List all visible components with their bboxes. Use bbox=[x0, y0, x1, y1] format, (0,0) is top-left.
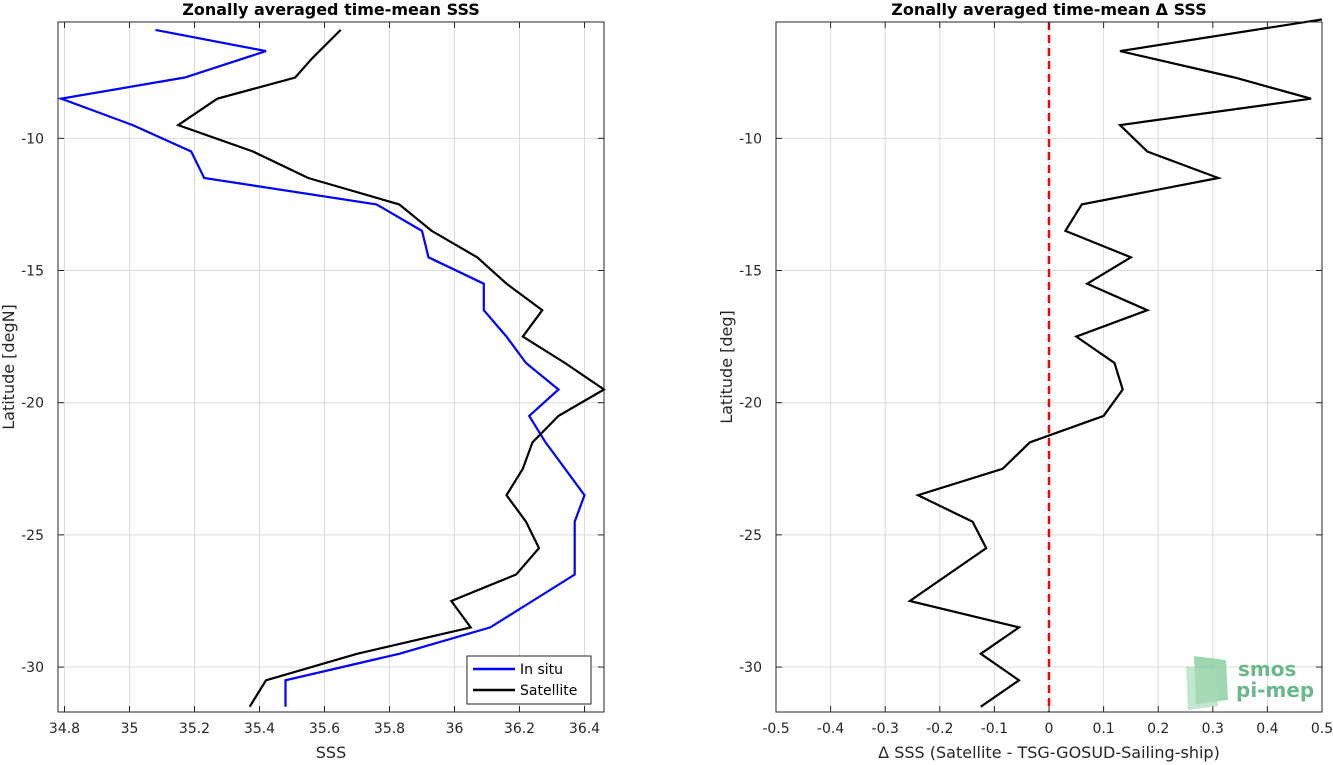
x-tick-label: 0.3 bbox=[1202, 721, 1224, 737]
x-tick-label: 0.4 bbox=[1256, 721, 1278, 737]
chart-title: Zonally averaged time-mean SSS bbox=[182, 0, 480, 19]
y-tick-label: -15 bbox=[739, 264, 762, 280]
x-tick-label: 35 bbox=[121, 721, 139, 737]
logo-text-line2: pi-mep bbox=[1236, 678, 1314, 702]
series-group bbox=[56, 28, 607, 708]
x-axis-label: SSS bbox=[316, 743, 346, 762]
x-tick-label: 0 bbox=[1045, 721, 1054, 737]
y-axis-label: Latitude [degN] bbox=[0, 304, 18, 430]
smos-pi-mep-logo: smos pi-mep bbox=[1186, 656, 1314, 710]
x-tick-label: 36 bbox=[446, 721, 464, 737]
delta-sss-panel: -0.5 -0.4 -0.3 -0.2 -0.1 0 0.1 0.2 0.3 0.4 0.5 -30 -… bbox=[717, 0, 1333, 762]
legend-label-in-situ: In situ bbox=[520, 662, 563, 678]
y-axis-label: Latitude [deg] bbox=[717, 310, 736, 424]
series-line-in-situ bbox=[56, 28, 586, 707]
series-group bbox=[907, 18, 1323, 708]
logo-text-line1: smos bbox=[1238, 657, 1296, 681]
y-tick-label: -25 bbox=[739, 528, 762, 544]
x-tick-label: -0.2 bbox=[926, 721, 953, 737]
y-tick-label: -15 bbox=[21, 264, 44, 280]
series-line-delta-sss bbox=[907, 18, 1323, 708]
x-tick-label: 36.2 bbox=[504, 721, 535, 737]
plot-area bbox=[58, 22, 604, 712]
x-tick-label: -0.4 bbox=[817, 721, 844, 737]
legend: In situ Satellite bbox=[466, 655, 592, 705]
x-tick-label: 35.2 bbox=[179, 721, 210, 737]
x-tick-label: 34.8 bbox=[49, 721, 80, 737]
legend-box bbox=[466, 655, 592, 705]
x-tick-label: 0.1 bbox=[1092, 721, 1114, 737]
series-line-satellite bbox=[175, 29, 607, 708]
x-tick-label: 36.4 bbox=[569, 721, 600, 737]
legend-label-satellite: Satellite bbox=[520, 683, 577, 699]
x-tick-label: 35.4 bbox=[244, 721, 275, 737]
y-tick-label: -30 bbox=[21, 660, 44, 676]
y-tick-label: -25 bbox=[21, 528, 44, 544]
y-tick-label: -20 bbox=[21, 396, 44, 412]
sss-panel: 34.8 35 35.2 35.4 35.6 35.8 36 36.2 36.4 -30 -25 -2… bbox=[0, 0, 607, 762]
x-tick-label: 35.8 bbox=[374, 721, 405, 737]
x-tick-label: 35.6 bbox=[309, 721, 340, 737]
y-tick-label: -20 bbox=[739, 396, 762, 412]
x-tick-label: -0.5 bbox=[762, 721, 789, 737]
tick-labels: 34.8 35 35.2 35.4 35.6 35.8 36 36.2 36.4 -30 -25 -2… bbox=[21, 22, 604, 737]
chart-title: Zonally averaged time-mean Δ SSS bbox=[891, 0, 1207, 19]
x-axis-label: Δ SSS (Satellite - TSG-GOSUD-Sailing-shi… bbox=[878, 743, 1220, 762]
x-tick-label: -0.1 bbox=[981, 721, 1008, 737]
x-tick-label: -0.3 bbox=[872, 721, 899, 737]
tick-labels: -0.5 -0.4 -0.3 -0.2 -0.1 0 0.1 0.2 0.3 0.4 0.5 -30 -… bbox=[739, 22, 1333, 737]
y-tick-label: -30 bbox=[739, 660, 762, 676]
y-tick-label: -10 bbox=[739, 131, 762, 147]
x-tick-label: 0.5 bbox=[1311, 721, 1333, 737]
axes-box bbox=[57, 21, 605, 713]
y-tick-label: -10 bbox=[21, 131, 44, 147]
logo-mark-layer bbox=[1186, 666, 1218, 710]
x-tick-label: 0.2 bbox=[1147, 721, 1169, 737]
